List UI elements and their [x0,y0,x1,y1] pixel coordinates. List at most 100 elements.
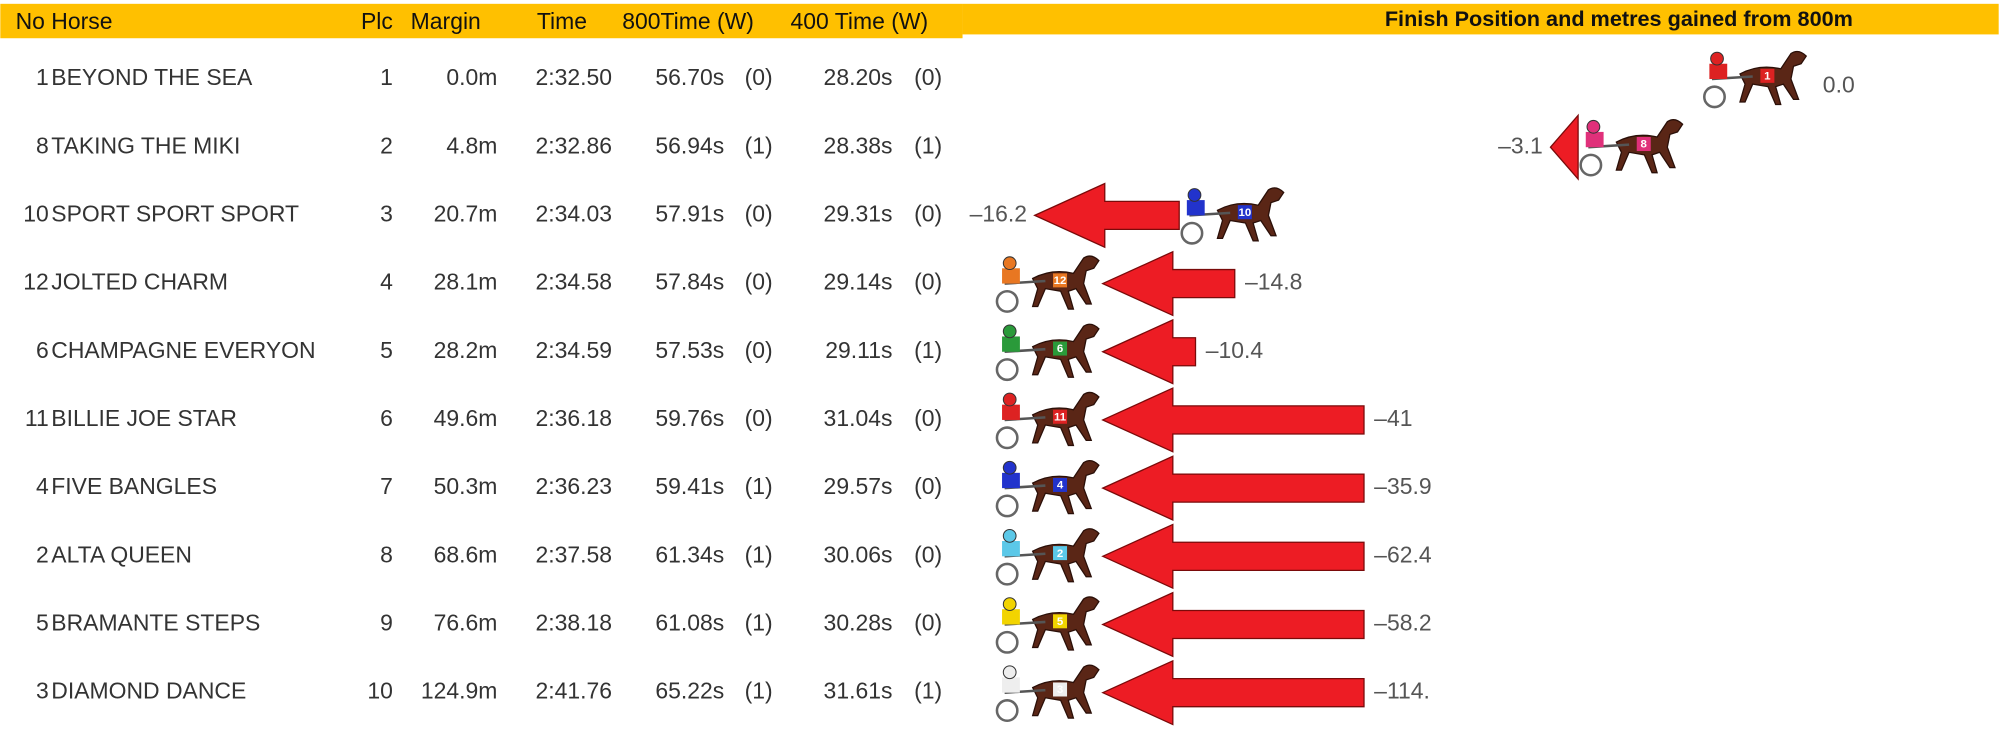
driver-helmet [1711,52,1724,65]
gain-arrow [1103,388,1364,452]
cell: (0) [745,269,773,295]
cell: (0) [914,541,942,567]
cell: (0) [745,64,773,90]
saddle-number: 10 [1238,207,1251,219]
cell: 68.6m [434,541,498,567]
cell: 59.76s [655,405,724,431]
panel-title: Finish Position and metres gained from 8… [1385,6,1853,31]
horse-icon: 11 [997,392,1099,448]
cell: (0) [914,200,942,226]
cell: 9 [380,610,393,636]
cell: 2:32.50 [536,64,613,90]
column-header: Time [537,8,587,34]
saddle-number: 8 [1641,139,1648,151]
cell: 29.14s [824,269,893,295]
cell: 4 [36,473,49,499]
cell: 11 [25,405,49,431]
cell: 1 [36,64,49,90]
horse-icon: 8 [1581,120,1683,176]
driver-helmet [1003,666,1016,679]
cell: (0) [745,200,773,226]
gain-label: –41 [1374,405,1412,431]
cell: BRAMANTE STEPS [51,610,260,636]
cell: (1) [914,132,942,158]
driver [1586,132,1604,147]
cell: 28.1m [434,269,498,295]
horse-icon: 1 [1704,51,1806,107]
cell: 57.84s [655,269,724,295]
cell: (0) [914,405,942,431]
gain-label: 0.0 [1823,72,1855,98]
cell: 29.31s [824,200,893,226]
cell: 2:36.23 [536,473,613,499]
cell: 28.20s [824,64,893,90]
cell: 7 [380,473,393,499]
sulky-wheel [997,428,1017,448]
cell: (1) [914,678,942,704]
cell: CHAMPAGNE EVERYON [51,337,315,363]
saddle-number: 6 [1057,343,1063,355]
cell: 65.22s [655,678,724,704]
sulky-wheel [1182,223,1202,243]
cell: 0.0m [446,64,497,90]
driver-helmet [1003,530,1016,543]
gain-arrow [1035,184,1180,248]
driver-helmet [1003,393,1016,406]
cell: 5 [36,610,49,636]
cell: 61.34s [655,541,724,567]
cell: 56.94s [655,132,724,158]
gain-arrow [1103,593,1364,657]
gain-label: –10.4 [1206,337,1264,363]
cell: 3 [380,200,393,226]
cell: 2:34.59 [536,337,613,363]
horse-icon: 6 [997,324,1099,380]
cell: BILLIE JOE STAR [51,405,237,431]
cell: 56.70s [655,64,724,90]
column-header: Horse [51,8,112,34]
cell: DIAMOND DANCE [51,678,246,704]
cell: JOLTED CHARM [51,269,228,295]
cell: (1) [745,473,773,499]
cell: (0) [914,269,942,295]
driver [1002,609,1020,624]
driver-helmet [1003,598,1016,611]
saddle-number: 11 [1054,411,1067,423]
horse-icon: 3 [997,665,1099,721]
column-header: 400 Time (W) [790,8,928,34]
driver [1187,200,1205,215]
cell: 28.38s [824,132,893,158]
cell: 31.61s [824,678,893,704]
cell: 29.11s [825,337,892,363]
driver-helmet [1003,461,1016,474]
gain-label: –3.1 [1498,132,1543,158]
cell: (0) [745,337,773,363]
cell: 2:37.58 [536,541,613,567]
gain-arrow [1103,524,1364,588]
cell: 2:36.18 [536,405,613,431]
driver-helmet [1003,257,1016,270]
cell: 29.57s [824,473,893,499]
cell: 6 [36,337,49,363]
gain-arrow [1103,320,1196,384]
driver [1002,473,1020,488]
cell: 31.04s [824,405,893,431]
cell: 57.91s [655,200,724,226]
gain-label: –16.2 [970,200,1027,226]
driver-helmet [1188,189,1201,202]
driver [1002,336,1020,351]
cell: 28.2m [434,337,498,363]
column-header: No [16,8,45,34]
cell: TAKING THE MIKI [51,132,240,158]
sulky-wheel [997,564,1017,584]
cell: 10 [367,678,393,704]
cell: (1) [745,132,773,158]
saddle-number: 1 [1764,70,1771,82]
cell: 124.9m [421,678,498,704]
sulky-wheel [997,700,1017,720]
cell: 1 [380,64,393,90]
saddle-number: 2 [1057,548,1063,560]
cell: (1) [914,337,942,363]
cell: 8 [36,132,49,158]
sulky-wheel [997,291,1017,311]
